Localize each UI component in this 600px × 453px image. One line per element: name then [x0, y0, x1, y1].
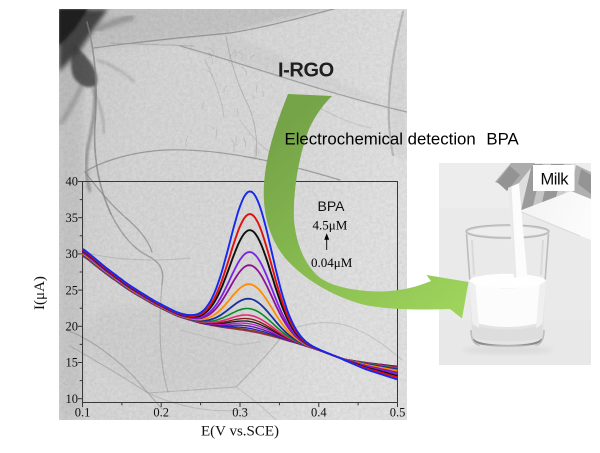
- svg-text:35: 35: [66, 211, 79, 225]
- svg-text:0.4: 0.4: [311, 406, 327, 420]
- svg-text:E(V vs.SCE): E(V vs.SCE): [201, 423, 279, 439]
- svg-text:Milk: Milk: [541, 170, 570, 188]
- svg-text:30: 30: [66, 247, 79, 261]
- svg-text:20: 20: [66, 320, 79, 334]
- svg-text:0.1: 0.1: [75, 406, 91, 420]
- svg-text:0.5: 0.5: [390, 406, 406, 420]
- svg-text:0.04μM: 0.04μM: [311, 255, 353, 270]
- svg-text:0.2: 0.2: [153, 406, 169, 420]
- svg-text:15: 15: [66, 356, 79, 370]
- svg-text:I(μA): I(μA): [32, 276, 48, 310]
- svg-text:10: 10: [66, 392, 79, 406]
- svg-text:40: 40: [66, 175, 79, 189]
- svg-text:0.3: 0.3: [232, 406, 248, 420]
- svg-text:4.5μM: 4.5μM: [313, 218, 348, 233]
- svg-text:Electrochemical detection BPA: Electrochemical detection BPA: [285, 129, 520, 148]
- svg-text:25: 25: [66, 283, 79, 297]
- svg-text:BPA: BPA: [318, 198, 346, 214]
- svg-text:I-RGO: I-RGO: [278, 60, 334, 82]
